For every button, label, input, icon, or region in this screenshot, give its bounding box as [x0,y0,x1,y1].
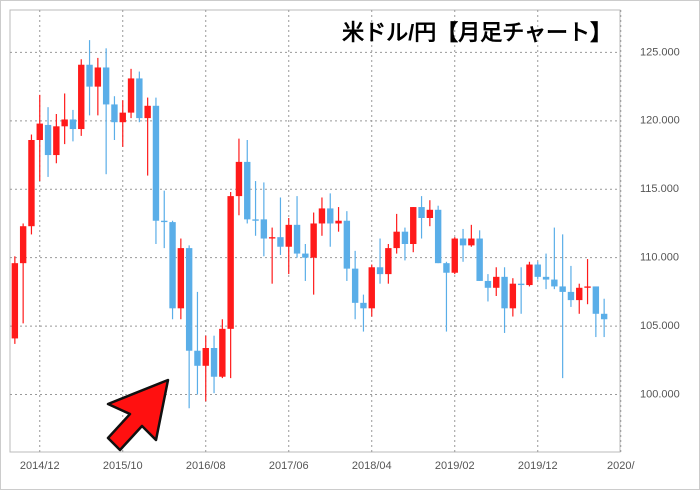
candle-body [534,264,541,277]
candle-body [44,124,52,156]
candle-body [78,64,85,130]
candle-body [36,123,43,140]
candle-body [327,208,334,224]
candle-body [86,64,93,87]
candle-body [476,238,483,281]
x-tick-label: 2016/08 [186,460,226,472]
candle-body [360,302,367,309]
candle-body [293,224,301,254]
candle-body [285,224,292,247]
candle-body [592,286,600,314]
x-tick-label: 2015/10 [103,460,143,472]
candle-body [11,263,19,339]
candle-body [277,237,284,247]
candle-body [144,105,151,119]
candle-body [501,276,508,309]
candle-body [152,105,160,221]
candle-body [459,238,467,246]
candle-body [493,276,500,288]
candle-body [343,220,351,269]
candle-body [227,196,234,329]
candle-body [119,112,126,123]
candle-body [376,267,384,275]
candle-body [393,231,400,249]
candle-body [434,209,442,264]
candle-body [194,350,201,366]
candle-body [102,67,110,105]
candle-body [53,126,60,156]
candle-body [127,78,135,113]
candle-body [559,286,566,292]
y-tick-label: 115.000 [640,183,679,195]
x-tick-label: 2019/12 [518,460,558,472]
candle-body [551,279,558,287]
candle-body [451,238,458,273]
x-tick-label: 2019/02 [435,460,475,472]
candle-body [235,161,243,197]
candle-body [94,67,102,87]
candle-body [252,219,259,221]
candle-body [410,207,417,244]
candle-body [335,220,342,224]
candle-body [69,119,77,130]
candle-body [351,268,359,303]
candle-body [185,248,193,351]
y-tick-label: 125.000 [640,46,680,58]
arrow [106,378,170,452]
candle-body [28,140,35,227]
candle-body [468,238,475,246]
y-tick-label: 120.000 [640,115,680,127]
candle-body [310,223,317,258]
candle-body [401,231,409,244]
candle-body [418,207,425,218]
candle-body [302,253,309,258]
candle-body [202,348,209,366]
candle-body [600,313,608,320]
candle-body [567,291,575,301]
candle-body [509,283,517,309]
x-tick-label: 2017/06 [269,460,309,472]
chart-title: 米ドル/円【月足チャート】 [342,20,612,45]
candle-body [177,248,185,309]
candle-body [576,287,583,301]
y-tick-label: 110.000 [640,252,679,264]
candle-body [426,209,434,218]
candle-body [385,248,392,275]
candle-body [136,78,143,119]
candle-body [210,348,218,377]
candle-body [169,222,176,309]
candle-body [219,328,226,377]
candle-body [111,104,118,123]
x-tick-label: 2014/12 [20,460,60,472]
candle-body [368,267,375,309]
candle-body [161,220,168,223]
y-tick-label: 105.000 [640,320,680,332]
candle-body [542,276,550,280]
candle-body [584,286,591,288]
candle-body [244,161,251,220]
candle-body [443,263,450,273]
candle-body [260,219,268,239]
candle-body [526,264,533,286]
x-tick-label: 2020/ [607,460,635,472]
candle-body [318,208,326,224]
candle-body [268,237,276,239]
candle-body [61,119,68,127]
x-tick-label: 2018/04 [352,460,392,472]
candle-body [484,280,492,288]
y-tick-label: 100.000 [640,388,680,400]
candle-body [517,283,525,286]
candle-body [19,226,27,264]
